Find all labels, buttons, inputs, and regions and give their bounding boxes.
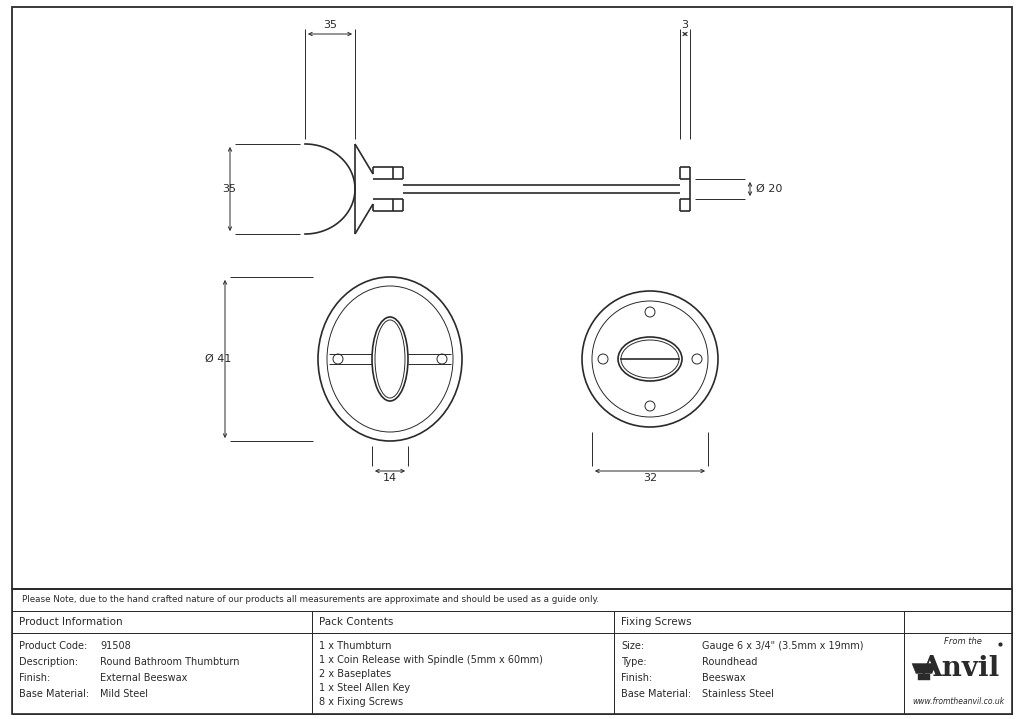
- Text: Pack Contents: Pack Contents: [319, 617, 393, 627]
- Text: 1 x Steel Allen Key: 1 x Steel Allen Key: [319, 683, 411, 693]
- Text: Base Material:: Base Material:: [621, 689, 691, 699]
- Text: Fixing Screws: Fixing Screws: [621, 617, 691, 627]
- Text: Mild Steel: Mild Steel: [100, 689, 148, 699]
- Bar: [312, 611, 614, 633]
- Text: 35: 35: [323, 20, 337, 30]
- Bar: [614, 611, 904, 633]
- Text: Product Code:: Product Code:: [19, 641, 87, 651]
- Text: Base Material:: Base Material:: [19, 689, 89, 699]
- Text: Beeswax: Beeswax: [702, 673, 745, 683]
- Bar: [12, 7, 1012, 589]
- Text: 2 x Baseplates: 2 x Baseplates: [319, 669, 391, 679]
- Text: Product Information: Product Information: [19, 617, 123, 627]
- Text: Description:: Description:: [19, 657, 78, 667]
- Bar: [12, 589, 1012, 714]
- Bar: [12, 633, 312, 714]
- Bar: [904, 611, 1012, 633]
- Bar: [904, 633, 1012, 714]
- Text: 1 x Coin Release with Spindle (5mm x 60mm): 1 x Coin Release with Spindle (5mm x 60m…: [319, 655, 543, 665]
- Text: Ø 20: Ø 20: [756, 184, 782, 194]
- Text: 14: 14: [383, 473, 397, 483]
- Bar: [312, 633, 614, 714]
- Text: 1 x Thumbturn: 1 x Thumbturn: [319, 641, 391, 651]
- Polygon shape: [918, 674, 930, 679]
- Text: Stainless Steel: Stainless Steel: [702, 689, 774, 699]
- Text: Finish:: Finish:: [621, 673, 652, 683]
- Text: Size:: Size:: [621, 641, 644, 651]
- Text: Round Bathroom Thumbturn: Round Bathroom Thumbturn: [100, 657, 240, 667]
- Text: Please Note, due to the hand crafted nature of our products all measurements are: Please Note, due to the hand crafted nat…: [22, 595, 599, 605]
- Text: External Beeswax: External Beeswax: [100, 673, 187, 683]
- Text: Anvil: Anvil: [921, 655, 999, 682]
- Text: 35: 35: [222, 184, 236, 194]
- Text: 91508: 91508: [100, 641, 131, 651]
- Text: Ø 41: Ø 41: [205, 354, 231, 364]
- Bar: [12, 589, 1012, 611]
- Text: From the: From the: [944, 636, 982, 646]
- Text: 32: 32: [643, 473, 657, 483]
- Text: Type:: Type:: [621, 657, 646, 667]
- Text: Finish:: Finish:: [19, 673, 50, 683]
- Text: Gauge 6 x 3/4" (3.5mm x 19mm): Gauge 6 x 3/4" (3.5mm x 19mm): [702, 641, 863, 651]
- Polygon shape: [912, 664, 936, 674]
- Text: www.fromtheanvil.co.uk: www.fromtheanvil.co.uk: [912, 697, 1005, 707]
- Text: Roundhead: Roundhead: [702, 657, 758, 667]
- Bar: [614, 633, 904, 714]
- Bar: [12, 611, 312, 633]
- Text: 3: 3: [682, 20, 688, 30]
- Text: 8 x Fixing Screws: 8 x Fixing Screws: [319, 697, 403, 707]
